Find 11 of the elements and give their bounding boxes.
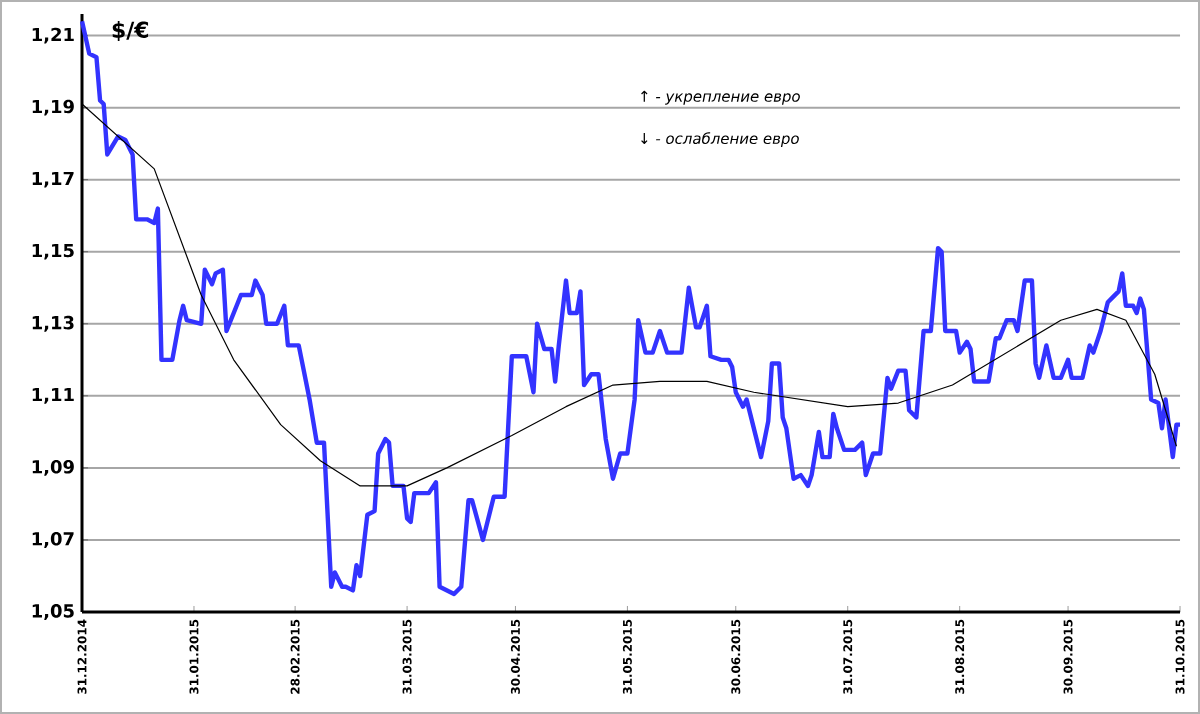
y-tick-label: 1,13	[32, 315, 74, 332]
y-tick-label: 1,09	[32, 459, 74, 476]
y-tick-label: 1,05	[32, 604, 74, 620]
y-tick-label: 1,17	[32, 171, 74, 188]
line-series	[79, 19, 1183, 597]
y-tick-label: 1,07	[32, 532, 74, 548]
y-tick-label: 1,21	[32, 27, 74, 44]
y-axis-title: $/€	[112, 21, 149, 41]
y-tick-label: 1,15	[32, 243, 74, 260]
y-tick-label: 1,19	[32, 99, 74, 116]
y-tick-label: 1,11	[32, 388, 74, 404]
